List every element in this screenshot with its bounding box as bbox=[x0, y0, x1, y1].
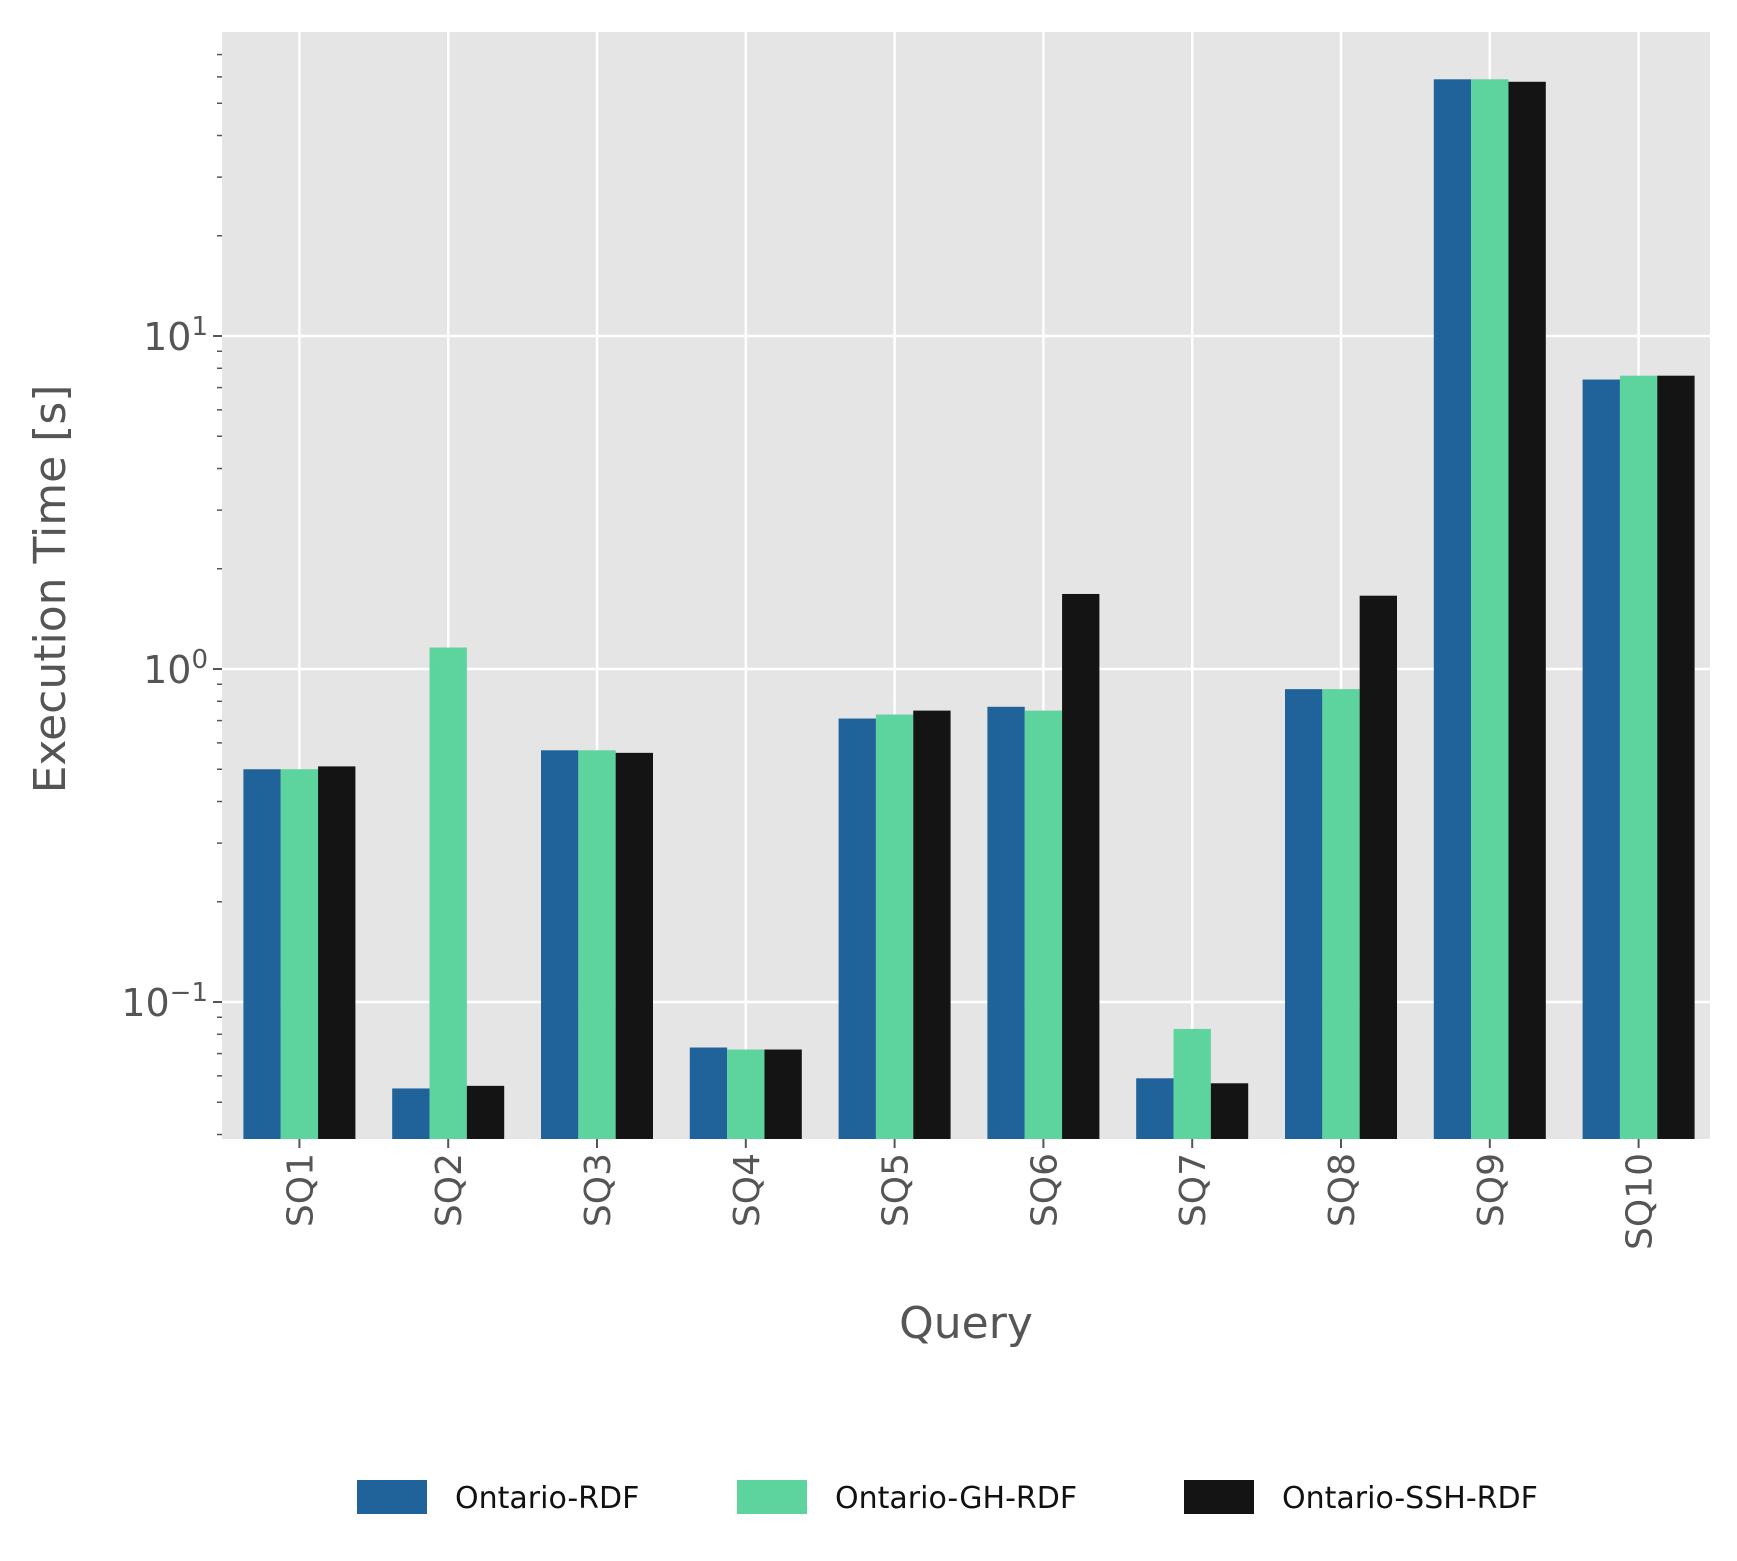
bar-ontario-ssh-rdf-sq7 bbox=[1210, 1083, 1249, 1139]
bar-ontario-ssh-rdf-sq10 bbox=[1657, 375, 1695, 1139]
x-tick-label: SQ10 bbox=[1620, 1153, 1661, 1250]
y-axis-title: Execution Time [s] bbox=[25, 385, 76, 794]
x-tick-label: SQ9 bbox=[1471, 1153, 1512, 1227]
legend-label: Ontario-SSH-RDF bbox=[1282, 1481, 1538, 1516]
bar-ontario-rdf-sq7 bbox=[1136, 1078, 1174, 1139]
x-tick-label: SQ3 bbox=[578, 1153, 619, 1227]
bar-ontario-ssh-rdf-sq9 bbox=[1508, 81, 1546, 1140]
x-axis: SQ1 SQ2 SQ3 SQ4 SQ5 SQ6 SQ7 SQ8 SQ9 SQ10 bbox=[280, 1139, 1661, 1250]
y-axis: 10−1 100 101 bbox=[121, 53, 222, 1136]
y-tick-label: 10−1 bbox=[121, 978, 208, 1025]
bar-ontario-gh-rdf-sq5 bbox=[875, 714, 914, 1139]
bar-ontario-gh-rdf-sq3 bbox=[578, 750, 616, 1139]
bar-ontario-gh-rdf-sq10 bbox=[1619, 375, 1658, 1139]
bar-ontario-gh-rdf-sq7 bbox=[1173, 1028, 1211, 1139]
bars bbox=[243, 79, 1695, 1140]
bar-ontario-gh-rdf-sq1 bbox=[280, 769, 319, 1139]
bar-ontario-ssh-rdf-sq1 bbox=[318, 766, 356, 1139]
legend-swatch bbox=[357, 1480, 427, 1514]
bar-ontario-gh-rdf-sq8 bbox=[1322, 689, 1360, 1139]
x-tick-label: SQ1 bbox=[280, 1153, 321, 1227]
bar-ontario-ssh-rdf-sq3 bbox=[615, 752, 653, 1139]
y-tick-label: 100 bbox=[143, 645, 208, 692]
legend-swatch bbox=[1184, 1480, 1254, 1514]
y-tick-label: 101 bbox=[143, 312, 208, 359]
legend-label: Ontario-RDF bbox=[455, 1481, 639, 1516]
bar-ontario-rdf-sq3 bbox=[541, 750, 579, 1139]
x-tick-label: SQ5 bbox=[876, 1153, 917, 1227]
bar-ontario-rdf-sq8 bbox=[1285, 689, 1323, 1139]
x-tick-label: SQ2 bbox=[429, 1153, 470, 1227]
bar-ontario-rdf-sq6 bbox=[987, 706, 1025, 1139]
bar-ontario-rdf-sq9 bbox=[1433, 79, 1472, 1140]
x-tick-label: SQ8 bbox=[1322, 1153, 1363, 1227]
bar-ontario-ssh-rdf-sq4 bbox=[764, 1049, 802, 1139]
bar-ontario-rdf-sq2 bbox=[392, 1088, 430, 1139]
bar-ontario-ssh-rdf-sq8 bbox=[1359, 595, 1397, 1139]
bar-ontario-rdf-sq1 bbox=[243, 769, 281, 1139]
x-tick-label: SQ7 bbox=[1173, 1153, 1214, 1227]
legend-label: Ontario-GH-RDF bbox=[835, 1481, 1077, 1516]
bar-ontario-rdf-sq5 bbox=[838, 718, 876, 1139]
legend: Ontario-RDF Ontario-GH-RDF Ontario-SSH-RDF bbox=[357, 1480, 1538, 1516]
bar-ontario-gh-rdf-sq2 bbox=[429, 647, 467, 1139]
x-tick-label: SQ6 bbox=[1024, 1153, 1065, 1227]
x-axis-title: Query bbox=[899, 1298, 1033, 1349]
bar-ontario-ssh-rdf-sq5 bbox=[913, 710, 951, 1139]
bar-ontario-rdf-sq10 bbox=[1582, 379, 1620, 1139]
bar-ontario-gh-rdf-sq9 bbox=[1471, 79, 1509, 1140]
bar-ontario-rdf-sq4 bbox=[689, 1047, 728, 1139]
legend-swatch bbox=[737, 1480, 807, 1514]
bar-ontario-gh-rdf-sq6 bbox=[1024, 710, 1063, 1139]
bar-ontario-ssh-rdf-sq6 bbox=[1062, 593, 1100, 1139]
x-tick-label: SQ4 bbox=[727, 1153, 768, 1227]
bar-ontario-ssh-rdf-sq2 bbox=[466, 1085, 505, 1139]
bar-ontario-gh-rdf-sq4 bbox=[727, 1049, 765, 1139]
